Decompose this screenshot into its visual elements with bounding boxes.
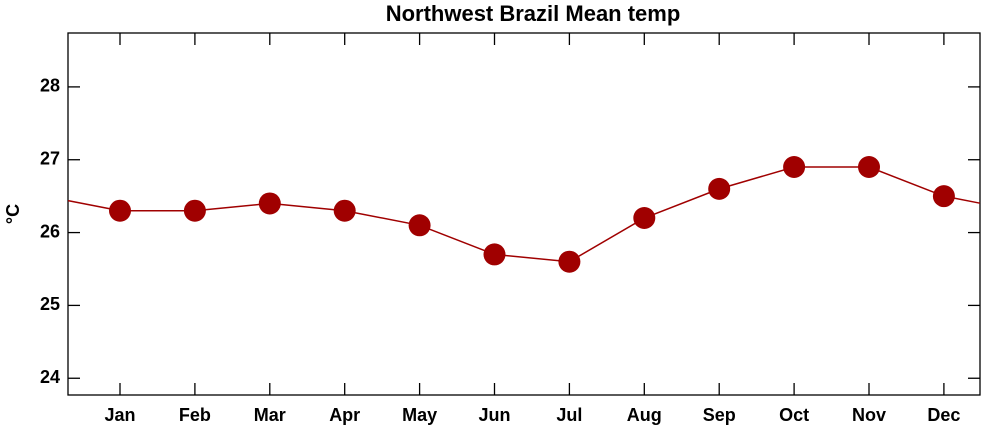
- y-axis-label: °C: [3, 204, 23, 224]
- y-tick-label: 24: [40, 367, 60, 387]
- data-point: [258, 192, 281, 215]
- x-tick-label: Nov: [852, 405, 886, 425]
- data-point: [408, 214, 431, 237]
- data-point: [109, 199, 131, 222]
- x-tick-label: Feb: [179, 405, 211, 425]
- y-tick-label: 25: [40, 294, 60, 314]
- data-line: [120, 166, 945, 263]
- data-point: [783, 156, 806, 179]
- plot-frame: [67, 32, 981, 396]
- chart-title: Northwest Brazil Mean temp: [386, 1, 681, 26]
- data-point: [333, 199, 356, 222]
- y-tick-label: 27: [40, 148, 60, 168]
- x-tick-label: Aug: [627, 405, 662, 425]
- x-tick-label: Sep: [703, 405, 736, 425]
- data-point: [558, 250, 581, 273]
- data-point: [183, 199, 206, 222]
- data-point: [932, 185, 955, 208]
- x-tick-label: Jul: [556, 405, 582, 425]
- data-point: [483, 243, 506, 266]
- data-point: [633, 207, 656, 230]
- y-tick-label: 28: [40, 76, 60, 96]
- x-tick-label: Apr: [329, 405, 360, 425]
- data-point: [708, 177, 731, 200]
- x-tick-label: Dec: [927, 405, 960, 425]
- y-tick-label: 26: [40, 221, 60, 241]
- x-tick-label: May: [402, 405, 437, 425]
- x-tick-label: Oct: [779, 405, 809, 425]
- x-tick-label: Jun: [478, 405, 510, 425]
- x-tick-label: Mar: [254, 405, 286, 425]
- data-point: [858, 156, 880, 179]
- x-tick-label: Jan: [104, 405, 135, 425]
